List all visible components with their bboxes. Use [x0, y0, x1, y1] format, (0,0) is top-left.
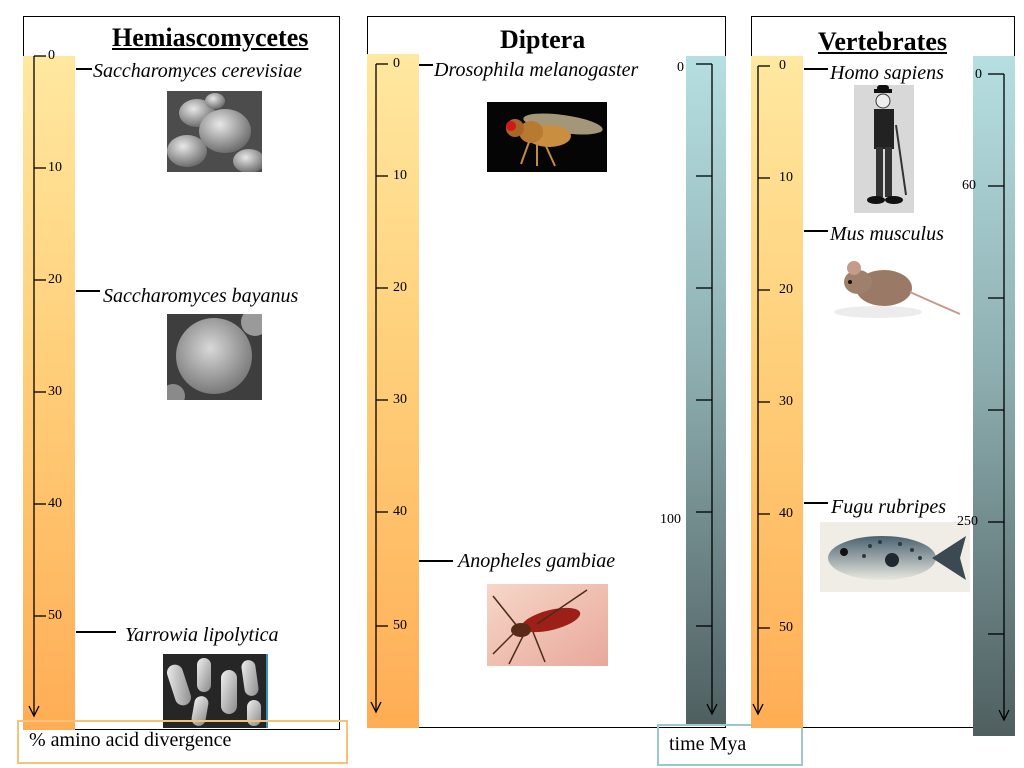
divergence-bar: [751, 56, 803, 728]
species-label: Drosophila melanogaster: [434, 59, 639, 81]
time-bar: [973, 56, 1015, 736]
divergence-tick-label: 20: [48, 272, 62, 287]
species-connector: [804, 68, 828, 70]
human-image: [854, 85, 914, 213]
divergence-tick-label: 50: [393, 618, 407, 633]
pufferfish-image: [820, 522, 970, 592]
divergence-tick-label: 10: [48, 160, 62, 175]
species-connector: [76, 631, 116, 633]
divergence-tick-label: 40: [779, 506, 793, 521]
yeast-cells-image: [167, 91, 262, 172]
yarrowia-cells-photo: [163, 654, 268, 728]
divergence-tick-label: 30: [393, 392, 407, 407]
panel-title: Vertebrates: [818, 27, 947, 56]
fruit-fly-photo: [487, 102, 607, 172]
yeast-cell-image: [167, 314, 262, 400]
species-label: Saccharomyces cerevisiae: [93, 60, 302, 82]
yeast-cell-photo: [167, 314, 262, 400]
fruit-fly-image: [487, 102, 607, 172]
species-connector: [804, 502, 828, 504]
species-label: Mus musculus: [830, 223, 944, 245]
divergence-tick-label: 10: [393, 168, 407, 183]
divergence-tick-label: 30: [48, 384, 62, 399]
mosquito-photo: [487, 584, 608, 666]
divergence-caption: % amino acid divergence: [17, 720, 348, 764]
time-tick-label: 100: [660, 512, 681, 527]
divergence-tick-label: 30: [779, 394, 793, 409]
mouse-photo: [832, 252, 964, 324]
divergence-tick-label: 50: [48, 608, 62, 623]
divergence-bar: [23, 56, 75, 730]
panel-title: Hemiascomycetes: [112, 23, 309, 52]
divergence-tick-label: 0: [393, 56, 400, 71]
time-caption: time Mya: [657, 724, 803, 766]
species-connector: [76, 68, 92, 70]
divergence-tick-label: 10: [779, 170, 793, 185]
species-connector: [419, 64, 433, 66]
divergence-tick-label: 20: [393, 280, 407, 295]
pufferfish-photo: [820, 522, 970, 592]
mosquito-image: [487, 584, 608, 666]
species-label: Saccharomyces bayanus: [103, 285, 299, 307]
divergence-tick-label: 0: [779, 58, 786, 73]
panel-title: Diptera: [500, 25, 586, 54]
time-tick-label: 0: [677, 60, 684, 75]
divergence-tick-label: 40: [48, 496, 62, 511]
species-label: Yarrowia lipolytica: [125, 624, 279, 646]
divergence-tick-label: 40: [393, 504, 407, 519]
species-connector: [76, 290, 100, 292]
species-label: Anopheles gambiae: [458, 550, 616, 572]
yarrowia-cells-image: [163, 654, 266, 728]
divergence-tick-label: 20: [779, 282, 793, 297]
species-label: Fugu rubripes: [831, 496, 946, 518]
time-bar: [686, 56, 726, 726]
time-tick-label: 0: [975, 67, 982, 82]
species-connector: [419, 560, 453, 562]
yeast-cells-photo: [167, 91, 262, 172]
time-tick-label: 250: [957, 514, 978, 529]
species-connector: [804, 230, 828, 232]
divergence-tick-label: 50: [779, 620, 793, 635]
time-tick-label: 60: [962, 178, 976, 193]
species-label: Homo sapiens: [830, 62, 944, 84]
human-photo: [854, 85, 914, 213]
mouse-image: [832, 252, 964, 324]
divergence-tick-label: 0: [48, 48, 55, 63]
